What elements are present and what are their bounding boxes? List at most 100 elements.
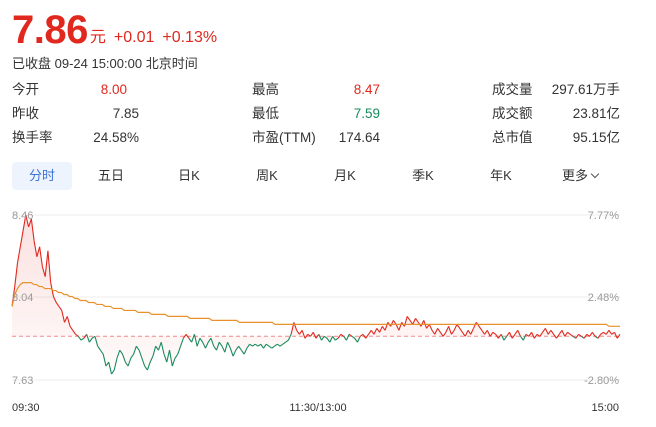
y-left-label-low: 7.63: [12, 375, 33, 387]
price-line-segment: [495, 333, 499, 339]
price-line-segment: [335, 337, 339, 341]
price-line-segment: [249, 343, 253, 347]
stat-volume: 成交量 297.61万手: [492, 80, 620, 100]
price-line-segment: [25, 214, 30, 228]
price-line-segment: [503, 335, 508, 341]
price-line-segment: [550, 329, 555, 335]
price-line-segment: [564, 331, 568, 337]
price-line-segment: [296, 329, 300, 335]
price-line-segment: [605, 329, 610, 335]
price-line-segment: [561, 330, 566, 337]
price-line-segment: [207, 337, 212, 343]
intraday-chart[interactable]: 8.46 8.04 7.63 7.77% 2.48% -2.80% 09:30 …: [0, 200, 656, 427]
price-line-segment: [282, 341, 286, 345]
price-line-segment: [307, 333, 311, 337]
price-change-pct: +0.13%: [162, 29, 218, 46]
price-line-segment: [603, 331, 607, 335]
price-line-segment: [221, 345, 226, 353]
price-line-segment: [558, 329, 563, 335]
stat-prev-close-value: 7.85: [112, 106, 139, 121]
price-line-segment: [580, 335, 585, 339]
market-status: 已收盘 09-24 15:00:00 北京时间: [12, 56, 198, 71]
tab-five-day[interactable]: 五日: [72, 162, 150, 190]
price-line-segment: [370, 329, 375, 335]
y-right-label-mid: 2.48%: [588, 292, 619, 304]
price-line-segment: [47, 250, 52, 283]
price-line-segment: [61, 310, 66, 323]
price-line-segment: [213, 345, 217, 351]
price-line-segment: [514, 329, 519, 335]
price-line-segment: [246, 343, 251, 349]
tab-monthly-k[interactable]: 月K: [306, 162, 384, 190]
y-right-label-low: -2.80%: [584, 375, 619, 387]
tab-five-day-label: 五日: [97, 168, 124, 183]
price-line-segment: [149, 355, 154, 363]
price-line-segment: [232, 349, 237, 357]
price-line-segment: [166, 350, 171, 363]
quote-header: 7.86 元 +0.01 +0.13%: [12, 8, 217, 50]
price-line-segment: [105, 361, 110, 367]
price-line-segment: [55, 302, 60, 307]
price-line-segment: [359, 333, 364, 337]
tab-yearly-k[interactable]: 年K: [462, 162, 540, 190]
stat-amount: 成交额 23.81亿: [492, 104, 620, 124]
price-line-segment: [415, 318, 419, 323]
price-line-segment: [102, 354, 107, 367]
price-line-segment: [119, 349, 124, 355]
tab-daily-k[interactable]: 日K: [150, 162, 228, 190]
price-line-segment: [113, 358, 118, 371]
price-line-segment: [428, 324, 433, 331]
price-line-segment: [528, 331, 533, 337]
price-line-segment: [390, 320, 394, 327]
price-line-segment: [75, 333, 79, 337]
price-line-segment: [64, 316, 68, 323]
price-line-segment: [224, 342, 229, 353]
price-line-segment: [157, 342, 162, 351]
price-line-segment: [30, 218, 35, 241]
price-line-segment: [608, 329, 613, 335]
price-line-segment: [285, 339, 289, 343]
price-line-segment: [542, 327, 546, 333]
price-line-segment: [533, 333, 538, 339]
stat-high-label: 最高: [252, 82, 279, 97]
price-line-segment: [323, 335, 328, 339]
price-line-segment: [575, 333, 580, 339]
tab-quarterly-k[interactable]: 季K: [384, 162, 462, 190]
tab-intraday[interactable]: 分时: [12, 162, 72, 190]
price-line-segment: [354, 337, 358, 343]
tab-monthly-k-label: 月K: [334, 168, 356, 183]
price-line-segment: [467, 329, 472, 335]
price-line-segment: [160, 342, 165, 355]
stat-turnover: 换手率 24.58%: [12, 128, 139, 148]
last-price: 7.86: [12, 8, 88, 52]
stat-volume-label: 成交量: [492, 82, 533, 97]
price-line-segment: [191, 334, 195, 343]
price-unit: 元: [89, 29, 106, 46]
price-line-segment: [168, 350, 173, 367]
price-line-segment: [569, 333, 574, 337]
tab-weekly-k-label: 周K: [256, 168, 278, 183]
price-line-segment: [481, 329, 486, 335]
tab-yearly-k-label: 年K: [490, 168, 512, 183]
price-line-segment: [41, 266, 46, 277]
tab-weekly-k[interactable]: 周K: [228, 162, 306, 190]
stat-prev-close-label: 昨收: [12, 106, 39, 121]
price-line-segment: [146, 361, 151, 371]
tab-more[interactable]: 更多: [540, 162, 620, 190]
price-line-segment: [312, 332, 317, 339]
price-line: [11, 214, 621, 375]
price-line-segment: [86, 334, 90, 343]
price-line-segment: [22, 214, 27, 231]
price-line-segment: [368, 329, 372, 335]
stat-prev-close: 昨收 7.85: [12, 104, 139, 124]
price-line-segment: [310, 331, 314, 337]
stat-turnover-value: 24.58%: [93, 130, 139, 145]
y-right-label-high: 7.77%: [588, 210, 619, 222]
price-line-segment: [240, 349, 245, 355]
price-line-segment: [492, 331, 496, 335]
price-line-segment: [193, 334, 198, 347]
price-line-segment: [227, 341, 231, 349]
price-line-segment: [229, 348, 234, 357]
price-line-segment: [531, 332, 535, 339]
price-line-segment: [263, 343, 267, 349]
